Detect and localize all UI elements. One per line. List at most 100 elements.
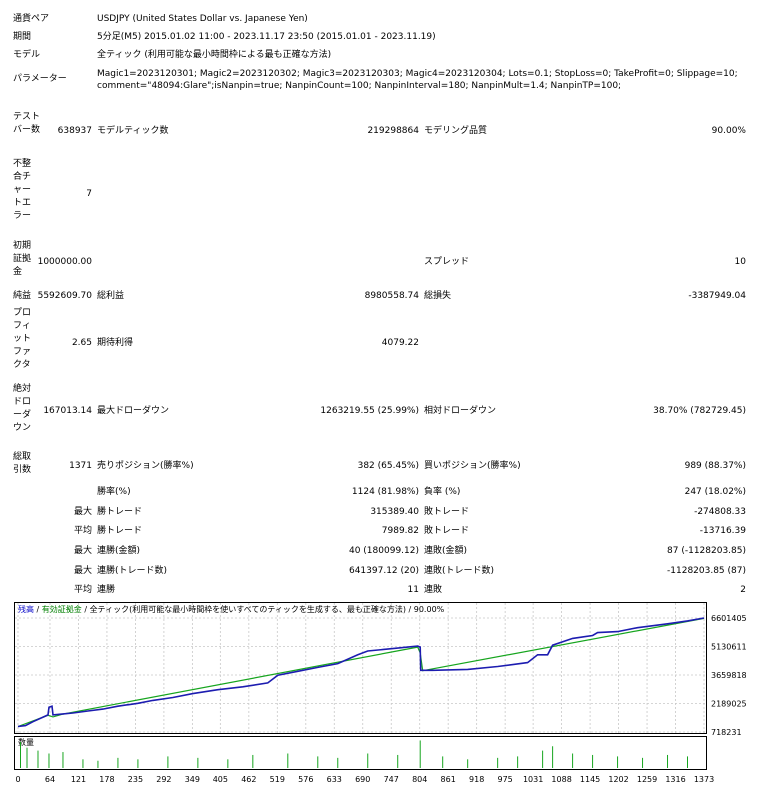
spread-label: スプレッド [424, 257, 470, 267]
spread-value: 10 [734, 257, 746, 267]
y-tick-labels: 6601405 5130611 3659818 2189025 718231 [711, 614, 747, 737]
largest-loss-label: 敗トレード [424, 507, 470, 517]
x-tick-label: 178 [99, 775, 114, 784]
x-tick-label: 1145 [580, 775, 600, 784]
abs-dd-label: 絶対ドローダウン [13, 384, 32, 433]
max-cons-loss-label: 連敗(トレード数) [424, 566, 495, 576]
x-tick-label: 576 [298, 775, 313, 784]
ticks-value: 219298864 [367, 126, 419, 136]
max-cons-losses-label: 連敗(金額) [424, 546, 468, 556]
x-tick-label: 64 [45, 775, 55, 784]
largest-label: 最大 [73, 507, 92, 517]
volume-bars [19, 740, 689, 768]
deposit-value: 1000000.00 [37, 257, 92, 267]
short-value: 382 (65.45%) [357, 461, 419, 471]
x-tick-label: 405 [213, 775, 228, 784]
largest-loss-value: -274808.33 [694, 507, 746, 517]
equity-series-line [17, 617, 705, 728]
short-label: 売りポジション(勝率%) [97, 461, 194, 471]
model-label: モデル [13, 50, 41, 60]
win-pct-value: 1124 (81.98%) [351, 487, 419, 497]
x-tick-label: 292 [156, 775, 171, 784]
chart-legend: 残高 / 有効証拠金 / 全ティック(利用可能な最小時間枠を使いすべてのティック… [18, 604, 445, 614]
avg-cons-losses-label: 連敗 [424, 585, 443, 595]
params-line1: Magic1=2023120301; Magic2=2023120302; Ma… [97, 69, 738, 79]
max-cons-losses-value: 87 (-1128203.85) [667, 546, 746, 556]
x-tick-label: 121 [71, 775, 86, 784]
period-label: 期間 [13, 32, 32, 42]
avg-win-label: 勝トレード [97, 526, 143, 536]
max-cons-wins-value: 40 (180099.12) [348, 546, 419, 556]
loss-pct-value: 247 (18.02%) [684, 487, 746, 497]
quality-label: モデリング品質 [424, 126, 488, 136]
avg-cons-losses-value: 2 [740, 585, 746, 595]
x-tick-label: 1031 [523, 775, 543, 784]
params-label: パラメーター [13, 74, 67, 84]
max2-label: 最大 [73, 566, 92, 576]
net-label: 純益 [13, 291, 32, 301]
avg2-label: 平均 [73, 585, 92, 595]
x-tick-label: 918 [469, 775, 484, 784]
params-line2: comment="48094:Glare";isNanpin=true; Nan… [97, 81, 622, 91]
max-cons-profit-value: 641397.12 (20) [348, 566, 419, 576]
loss-pct-label: 負率 (%) [424, 487, 461, 497]
symbol-value: USDJPY (United States Dollar vs. Japanes… [97, 14, 308, 24]
max-dd-value: 1263219.55 (25.99%) [320, 406, 419, 416]
y-tick-label: 3659818 [711, 671, 747, 680]
x-tick-label: 1202 [608, 775, 628, 784]
total-trades-label: 総取引数 [13, 452, 32, 475]
gross-loss-label: 総損失 [424, 291, 452, 301]
y-tick-label: 5130611 [711, 643, 747, 652]
rel-dd-label: 相対ドローダウン [424, 406, 497, 416]
legend-desc: 全ティック(利用可能な最小時間枠を使いすべてのティックを生成する、最も正確な方法… [90, 604, 406, 614]
x-tick-label: 519 [270, 775, 285, 784]
bars-label: テストバー数 [13, 112, 41, 135]
abs-dd-value: 167013.14 [43, 406, 92, 416]
symbol-label: 通貨ペア [13, 14, 50, 24]
model-value: 全ティック (利用可能な最小時間枠による最も正確な方法) [97, 50, 332, 60]
bars-value: 638937 [57, 126, 92, 136]
payoff-label: 期待利得 [97, 338, 134, 348]
x-tick-label: 861 [441, 775, 456, 784]
avg-cons-wins-label: 連勝 [97, 585, 116, 595]
net-value: 5592609.70 [37, 291, 92, 301]
gross-profit-value: 8980558.74 [364, 291, 419, 301]
largest-win-value: 315389.40 [370, 507, 419, 517]
mismatch-value: 7 [86, 189, 92, 199]
chart-lines [17, 617, 705, 728]
x-tick-label: 235 [128, 775, 143, 784]
x-tick-label: 1316 [665, 775, 685, 784]
deposit-label: 初期証拠金 [13, 241, 32, 277]
mismatch-label: 不整合チャートエラー [13, 159, 32, 221]
x-tick-label: 462 [241, 775, 256, 784]
gross-loss-value: -3387949.04 [688, 291, 746, 301]
x-tick-labels: 0 64 121 178 235 292 349 405 462 519 576 633 690 747 8… [15, 775, 714, 784]
win-pct-label: 勝率(%) [97, 487, 131, 497]
volume-label: 数量 [18, 737, 34, 747]
max-cons-loss-value: -1128203.85 (87) [667, 566, 746, 576]
max-cons-profit-label: 連勝(トレード数) [97, 566, 168, 576]
x-tick-label: 975 [498, 775, 513, 784]
legend-quality: 90.00% [414, 605, 445, 614]
y-tick-label: 2189025 [711, 700, 747, 709]
average-label: 平均 [73, 526, 92, 536]
y-tick-label: 6601405 [711, 614, 747, 623]
volume-frame [14, 736, 707, 770]
total-trades-value: 1371 [69, 461, 92, 471]
x-tick-label: 747 [384, 775, 399, 784]
long-label: 買いポジション(勝率%) [424, 461, 521, 471]
legend-equity: 有効証拠金 [42, 604, 82, 614]
max-cons-wins-label: 連勝(金額) [97, 546, 141, 556]
legend-balance: 残高 [18, 604, 34, 614]
period-value: 5分足(M5) 2015.01.02 11:00 - 2023.11.17 23… [97, 32, 436, 42]
x-tick-label: 1373 [694, 775, 714, 784]
avg-loss-label: 敗トレード [424, 526, 470, 536]
pf-label: プロフィットファクタ [13, 308, 32, 370]
ticks-label: モデルティック数 [97, 126, 169, 136]
x-tick-label: 1088 [551, 775, 571, 784]
x-tick-label: 690 [355, 775, 370, 784]
pf-value: 2.65 [71, 338, 92, 348]
y-tick-label: 718231 [711, 728, 742, 737]
x-tick-label: 349 [185, 775, 200, 784]
rel-dd-value: 38.70% (782729.45) [653, 406, 746, 416]
